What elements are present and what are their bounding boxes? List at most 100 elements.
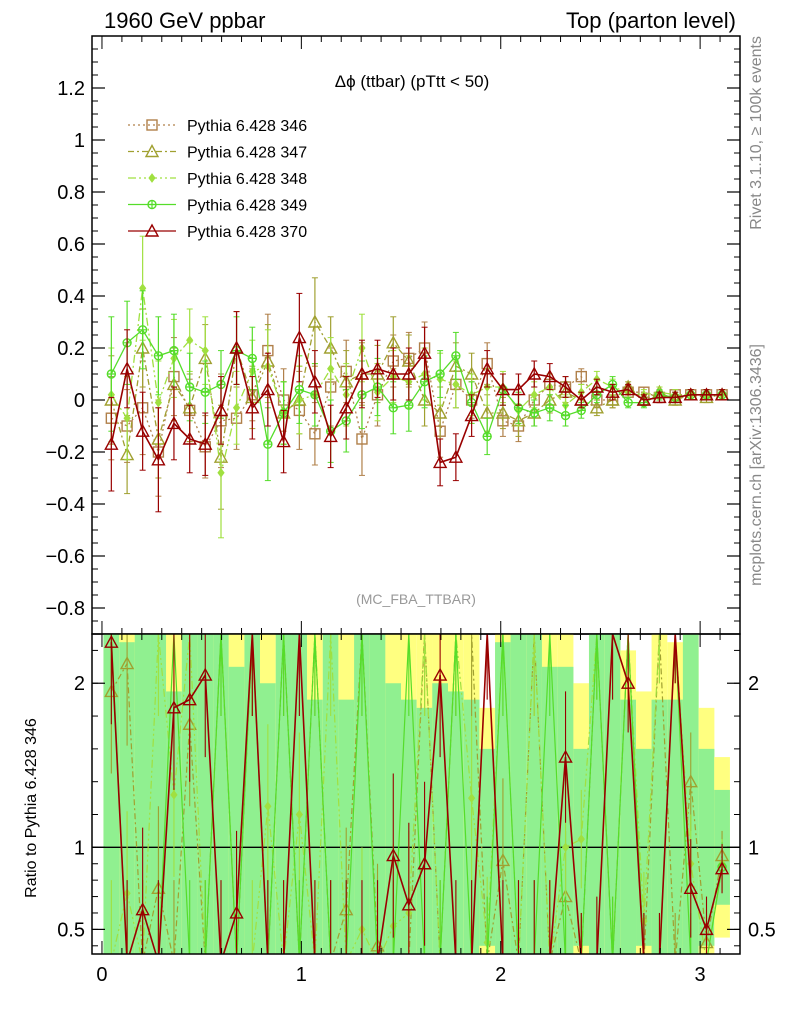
ratio-point <box>182 692 197 706</box>
mcplots-label: mcplots.cern.ch [arXiv:1306.3436] <box>748 344 765 586</box>
main-panel: −0.8 −0.6 −0.4 −0.2 0 0.2 0.4 0.6 0.8 1 1.2 Δϕ (tt… <box>46 35 741 635</box>
legend-marker <box>144 223 160 237</box>
data-point-cross <box>154 351 163 360</box>
data-point <box>527 366 542 380</box>
data-point <box>401 366 417 380</box>
data-point <box>575 370 587 383</box>
legend-entry: Pythia 6.428 346 <box>128 118 307 135</box>
y-tick-label: 0.8 <box>57 182 85 204</box>
ratio-point <box>229 905 244 919</box>
data-point <box>123 413 131 424</box>
data-point <box>245 400 260 414</box>
data-point-cross <box>436 370 445 378</box>
data-point <box>452 379 460 390</box>
data-point <box>217 467 225 478</box>
y-tick-label: −0.6 <box>46 546 85 568</box>
ratio-point <box>386 848 401 862</box>
data-point <box>495 405 511 419</box>
data-point-cross <box>545 403 554 412</box>
y-tick-label: −0.2 <box>46 442 85 464</box>
uncertainty-band-inner <box>667 699 684 954</box>
legend-label: Pythia 6.428 348 <box>187 171 307 188</box>
main-title: Δϕ (ttbar) (pTtt < 50) <box>335 72 490 91</box>
data-point-cross <box>404 401 413 410</box>
data-point <box>200 387 210 397</box>
data-point <box>574 392 589 406</box>
data-point <box>135 423 150 437</box>
y-tick-label: 1.2 <box>57 78 85 100</box>
x-tick-label: 0 <box>96 964 107 986</box>
data-point-cross <box>201 388 210 397</box>
data-point-cross <box>389 403 398 412</box>
legend-label: Pythia 6.428 370 <box>187 224 307 241</box>
ratio-panel: 0.5 0.5 1 1 2 2 0 1 2 3 Ratio to Pythia 6.428 34… <box>23 633 776 986</box>
data-point-cross <box>295 385 304 394</box>
data-point <box>260 382 276 396</box>
data-point-cross <box>483 432 492 441</box>
series-line <box>110 337 723 464</box>
legend-marker <box>148 173 156 183</box>
data-point-cross <box>624 398 633 407</box>
data-point <box>529 408 539 418</box>
data-point-cross <box>451 351 460 360</box>
data-point <box>198 436 213 450</box>
legend-entry: Pythia 6.428 349 <box>128 198 307 215</box>
data-point <box>636 392 652 406</box>
y-tick-label: 1 <box>74 837 85 859</box>
data-point <box>432 454 448 469</box>
data-point <box>354 366 370 380</box>
ratio-point <box>432 667 448 681</box>
ratio-point <box>135 902 150 916</box>
ratio-point <box>170 789 178 800</box>
ratio-point <box>401 897 417 911</box>
data-point <box>464 408 479 422</box>
data-point <box>620 382 636 396</box>
data-point-cross <box>107 370 116 378</box>
data-point <box>417 345 432 359</box>
rivet-label: Rivet 3.1.10, ≥ 100k events <box>748 36 765 230</box>
data-point <box>232 402 241 413</box>
data-point <box>356 433 368 445</box>
data-point <box>263 439 273 449</box>
y-tick-label: −0.4 <box>46 494 85 516</box>
data-point <box>623 397 633 408</box>
data-point <box>560 410 571 421</box>
ratio-series-3 <box>104 634 730 954</box>
data-point-cross <box>561 411 570 420</box>
data-point <box>323 428 338 443</box>
ratio-point <box>119 656 135 670</box>
data-point <box>292 330 307 344</box>
ratio-point <box>558 749 573 763</box>
x-tick-label: 2 <box>495 964 506 986</box>
series-line <box>110 288 723 473</box>
data-point-cross <box>248 354 257 363</box>
data-point <box>137 325 148 335</box>
data-point <box>652 389 667 404</box>
data-point <box>511 382 526 396</box>
data-point <box>294 384 305 395</box>
data-point <box>683 387 698 401</box>
data-point <box>542 369 557 383</box>
data-point <box>276 434 291 448</box>
data-point <box>213 402 229 417</box>
data-point <box>388 403 398 413</box>
data-point <box>451 351 461 361</box>
y-tick-label: 1 <box>74 130 85 152</box>
data-point <box>339 400 354 414</box>
data-point <box>154 397 163 408</box>
y-tick-label: 0.2 <box>57 338 85 360</box>
ratio-point <box>714 861 730 875</box>
data-point-cross <box>263 440 272 449</box>
ratio-point <box>468 793 476 803</box>
y-tick-label-right: 2 <box>748 673 759 695</box>
data-point <box>435 369 445 379</box>
ratio-point <box>620 675 636 689</box>
ratio-point <box>264 801 272 812</box>
y-tick-label: 0 <box>74 390 85 412</box>
legend-label: Pythia 6.428 349 <box>187 198 307 215</box>
ratio-point <box>561 842 570 853</box>
data-point <box>309 428 321 440</box>
data-point <box>605 384 620 398</box>
data-point <box>307 374 323 388</box>
